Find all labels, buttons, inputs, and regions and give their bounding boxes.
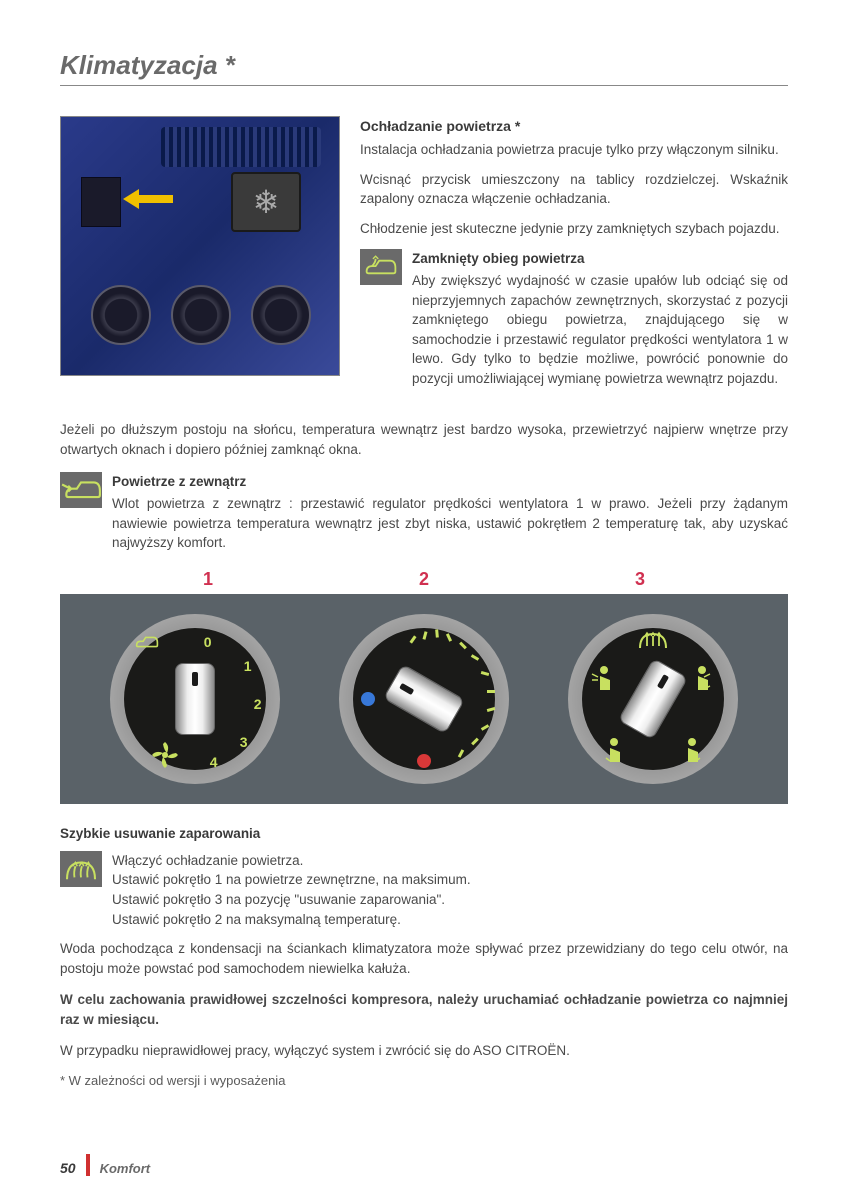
fan-speed-dial: 0 1 2 3 4 xyxy=(110,614,280,784)
malfunction-note: W przypadku nieprawidłowej pracy, wyłącz… xyxy=(60,1041,788,1061)
fresh-air-block: Powietrze z zewnątrz Wlot powietrza z ze… xyxy=(60,472,788,553)
page-number: 50 xyxy=(60,1160,76,1176)
defog-step-3: Ustawić pokrętło 3 na pozycję "usuwanie … xyxy=(112,890,788,910)
recirculate-text: Aby zwiększyć wydajność w czasie upałów … xyxy=(412,271,788,388)
fresh-air-heading: Powietrze z zewnątrz xyxy=(112,472,788,492)
top-section: Ochładzanie powietrza * Instalacja ochła… xyxy=(60,116,788,406)
cooling-p2: Wcisnąć przycisk umieszczony na tablicy … xyxy=(360,170,788,209)
person-face-icon xyxy=(590,664,614,692)
defog-step-4: Ustawić pokrętło 2 na maksymalną tempera… xyxy=(112,910,788,930)
dial-number-labels: 1 2 3 xyxy=(60,569,788,590)
small-dial xyxy=(91,285,151,345)
temperature-dial xyxy=(339,614,509,784)
cooling-p1: Instalacja ochładzania powietrza pracuje… xyxy=(360,140,788,160)
ac-button-graphic xyxy=(231,172,301,232)
condensation-note: Woda pochodząca z kondensacji na ścianka… xyxy=(60,939,788,978)
windshield-defog-icon xyxy=(60,851,102,887)
fan-icon xyxy=(150,740,180,770)
cooling-heading: Ochładzanie powietrza * xyxy=(360,116,788,136)
dial1-mark-2: 2 xyxy=(254,696,262,712)
recirculate-icon xyxy=(360,249,402,285)
defog-step-1: Włączyć ochładzanie powietrza. xyxy=(112,851,788,871)
recirculate-heading: Zamknięty obieg powietrza xyxy=(412,249,788,269)
dial1-mark-3: 3 xyxy=(240,734,248,750)
dial-label-1: 1 xyxy=(203,569,213,590)
person-face-feet-icon xyxy=(692,664,716,692)
air-vent-graphic xyxy=(161,127,321,167)
control-panel-graphic: 0 1 2 3 4 xyxy=(60,594,788,804)
air-direction-dial xyxy=(568,614,738,784)
dial-label-2: 2 xyxy=(419,569,429,590)
footer-section-label: Komfort xyxy=(100,1161,151,1176)
small-dial xyxy=(251,285,311,345)
cold-indicator-icon xyxy=(361,692,375,706)
page-footer: 50 Komfort xyxy=(60,1154,150,1176)
dial1-mark-4: 4 xyxy=(210,754,218,770)
person-feet-icon xyxy=(680,736,704,764)
cooling-p3: Chłodzenie jest skuteczne jedynie przy z… xyxy=(360,219,788,239)
yellow-arrow-icon xyxy=(123,189,173,209)
page-title: Klimatyzacja * xyxy=(60,50,788,86)
version-footnote: * W zależności od wersji i wyposażenia xyxy=(60,1073,788,1088)
defog-steps: Włączyć ochładzanie powietrza. Ustawić p… xyxy=(112,851,788,929)
dial-label-3: 3 xyxy=(635,569,645,590)
hot-indicator-icon xyxy=(417,754,431,768)
dial-knob xyxy=(175,663,215,735)
small-dials-graphic xyxy=(91,285,311,345)
defog-step-2: Ustawić pokrętło 1 na powietrze zewnętrz… xyxy=(112,870,788,890)
fresh-air-icon xyxy=(60,472,102,508)
compressor-note: W celu zachowania prawidłowej szczelnośc… xyxy=(60,990,788,1029)
recirculate-block: Zamknięty obieg powietrza Aby zwiększyć … xyxy=(360,249,788,399)
fresh-air-text: Wlot powietrza z zewnątrz : przestawić r… xyxy=(112,494,788,553)
person-feet-defrost-icon xyxy=(602,736,626,764)
car-icon xyxy=(134,632,160,652)
small-dial xyxy=(171,285,231,345)
dial1-mark-0: 0 xyxy=(204,634,212,650)
defog-block: Włączyć ochładzanie powietrza. Ustawić p… xyxy=(60,851,788,929)
footer-accent-bar xyxy=(86,1154,90,1176)
dashboard-photo xyxy=(60,116,340,376)
switch-panel-graphic xyxy=(81,177,121,227)
cooling-text-block: Ochładzanie powietrza * Instalacja ochła… xyxy=(360,116,788,406)
defog-heading: Szybkie usuwanie zaparowania xyxy=(60,826,788,841)
sun-parking-note: Jeżeli po dłuższym postoju na słońcu, te… xyxy=(60,420,788,459)
defrost-icon xyxy=(638,628,668,650)
dial1-mark-1: 1 xyxy=(244,658,252,674)
